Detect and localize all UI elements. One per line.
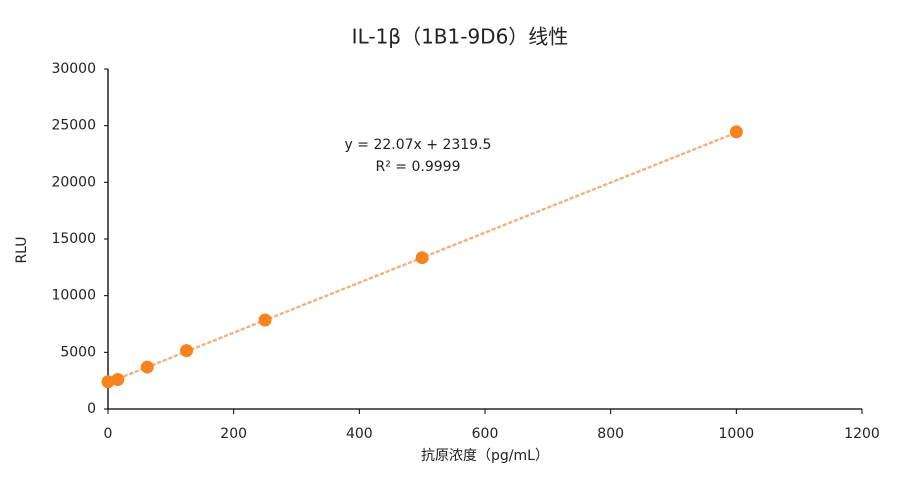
x-tick-label: 0 xyxy=(104,426,113,442)
scatter-point xyxy=(258,313,272,327)
y-tick-label: 25000 xyxy=(51,118,96,134)
y-tick-label: 0 xyxy=(87,401,96,417)
chart-title: IL-1β（1B1-9D6）线性 xyxy=(352,25,569,49)
x-tick-label: 1200 xyxy=(844,426,880,442)
scatter-point xyxy=(111,373,125,387)
x-axis-label: 抗原浓度（pg/mL） xyxy=(421,448,549,464)
y-tick-label: 30000 xyxy=(51,61,96,77)
scatter-point xyxy=(729,125,743,139)
scatter-point xyxy=(415,251,429,265)
y-tick-label: 20000 xyxy=(51,174,96,190)
x-tick-label: 600 xyxy=(472,426,499,442)
trendline-equation: y = 22.07x + 2319.5 xyxy=(345,137,492,153)
x-tick-label: 800 xyxy=(597,426,624,442)
scatter-point xyxy=(101,375,115,389)
x-tick-label: 200 xyxy=(220,426,247,442)
scatter-point xyxy=(140,360,154,374)
y-tick-label: 10000 xyxy=(51,288,96,304)
y-tick-label: 5000 xyxy=(60,344,96,360)
y-axis-label: RLU xyxy=(14,236,30,263)
trendline-r-squared: R² = 0.9999 xyxy=(376,159,461,175)
scatter-point xyxy=(180,344,194,358)
y-tick-label: 15000 xyxy=(51,231,96,247)
x-tick-label: 400 xyxy=(346,426,373,442)
x-tick-label: 1000 xyxy=(719,426,755,442)
